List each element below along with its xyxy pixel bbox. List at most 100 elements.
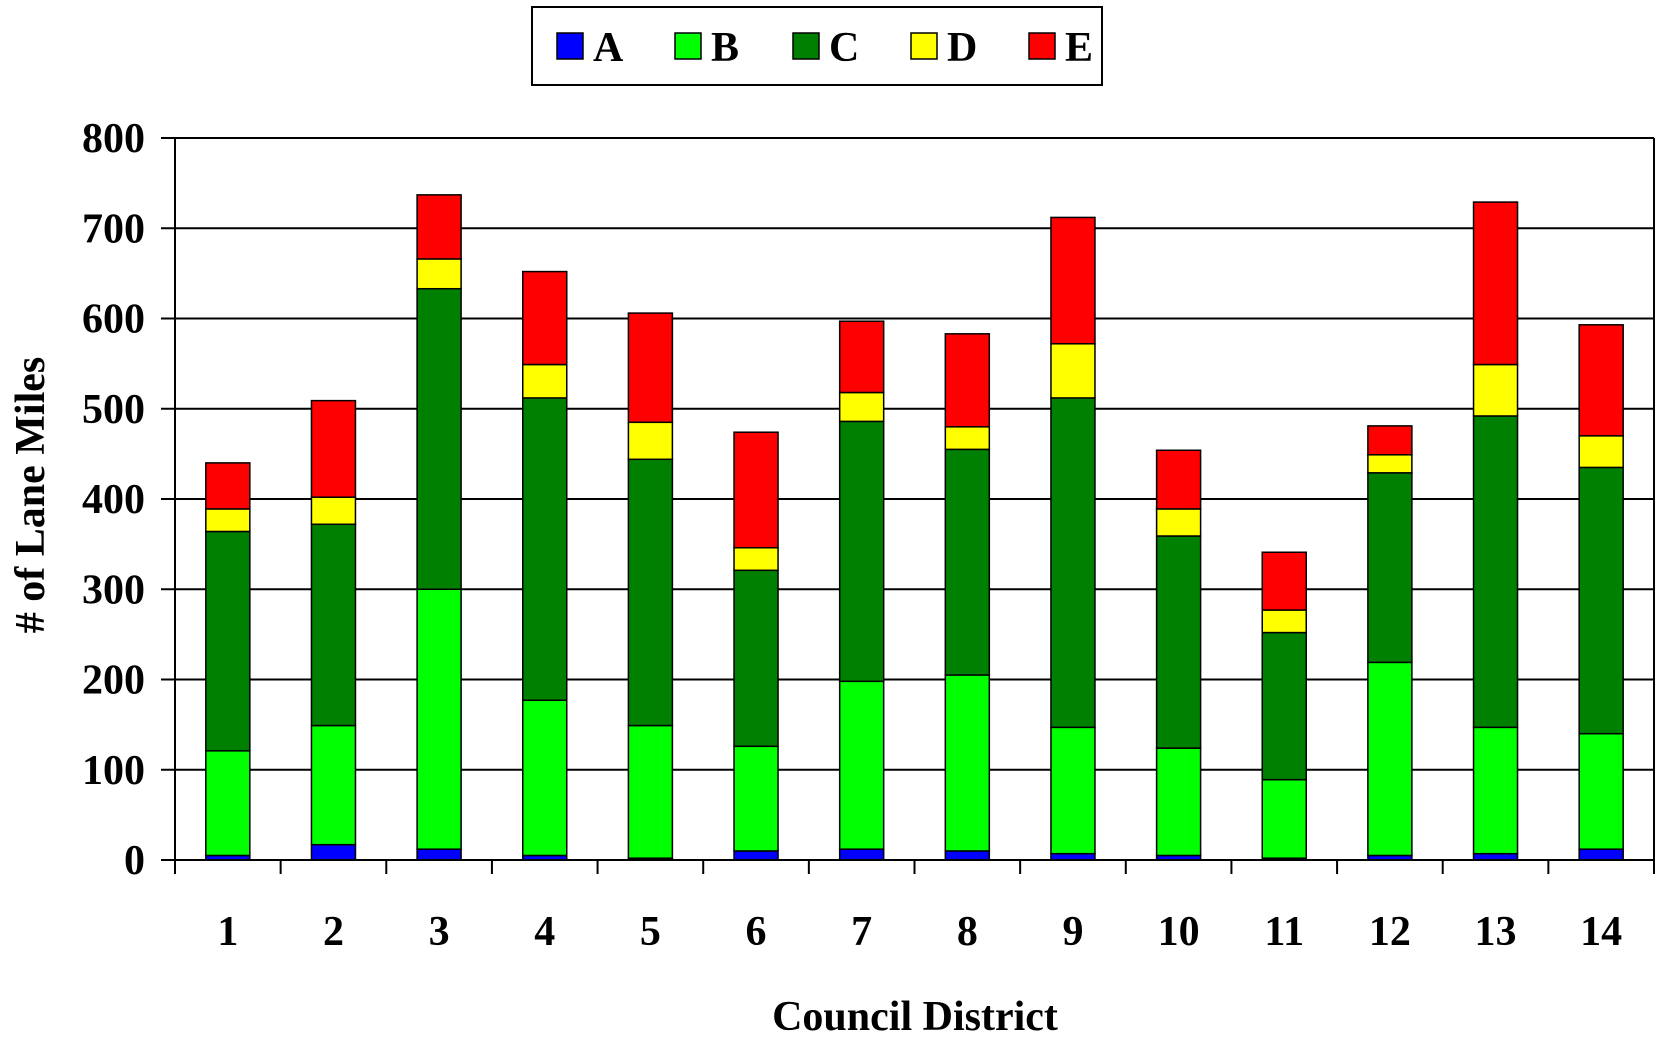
x-tick-labels: 1 2 3 4 5 6 7 8 9 10 11 12 13 14 [217,909,1622,955]
bar-A-district-2 [310,843,357,861]
x-tick-label: 2 [323,909,344,955]
bar-A-district-14 [1578,848,1624,861]
y-tick-label: 600 [82,297,145,343]
axes [161,137,1655,874]
legend: A B C D E [531,6,1103,86]
bar-E-district-11 [1261,551,1307,611]
bar-C-district-7 [838,420,885,683]
bar-C-district-11 [1261,631,1307,781]
bar-B-district-13 [1472,726,1519,855]
bar-B-district-12 [1367,661,1413,857]
legend-swatch-A [556,32,584,60]
bar-E-district-8 [944,333,991,428]
bar-B-district-5 [627,724,674,859]
bar-B-district-14 [1578,732,1624,850]
x-tick-label: 12 [1369,909,1411,955]
legend-swatch-E [1028,32,1056,60]
y-tick-label: 300 [82,567,145,613]
y-axis-label: # of Lane Miles [8,357,54,633]
bar-E-district-12 [1367,425,1413,456]
y-tick-label: 400 [82,477,145,523]
gridlines [175,137,1654,771]
bar-C-district-5 [627,458,674,727]
bar-B-district-3 [416,588,462,850]
bar-E-district-4 [522,270,568,366]
x-tick-label: 3 [429,909,450,955]
x-tick-label: 6 [746,909,767,955]
bar-A-district-6 [733,850,779,861]
bar-D-district-10 [1155,508,1202,537]
bar-D-district-11 [1261,609,1307,634]
legend-label: E [1065,25,1093,71]
bar-D-district-13 [1472,363,1519,417]
legend-swatch-B [674,32,702,60]
bar-D-district-9 [1050,343,1096,399]
bar-D-district-5 [627,421,674,461]
x-tick-label: 4 [534,909,555,955]
bar-E-district-9 [1050,216,1096,345]
bar-C-district-4 [522,397,568,702]
bar-C-district-8 [944,448,991,676]
bar-D-district-8 [944,426,991,451]
bar-C-district-13 [1472,415,1519,729]
bar-D-district-6 [733,546,779,572]
legend-label: C [829,25,859,71]
bar-C-district-14 [1578,466,1624,735]
bar-D-district-2 [310,496,357,526]
x-tick-label: 14 [1580,909,1622,955]
x-tick-label: 11 [1264,909,1304,955]
bar-B-district-6 [733,745,779,852]
legend-swatch-D [910,32,938,60]
bar-B-district-9 [1050,726,1096,855]
bar-B-district-7 [838,680,885,850]
bar-D-district-3 [416,258,462,290]
y-tick-labels: 0 100 200 300 400 500 600 700 800 [82,116,145,884]
bar-C-district-12 [1367,472,1413,664]
bar-E-district-6 [733,431,779,549]
bar-E-district-3 [416,194,462,260]
x-tick-label: 9 [1062,909,1083,955]
bar-D-district-4 [522,363,568,399]
bar-D-district-1 [205,508,251,533]
bar-E-district-13 [1472,201,1519,366]
bars [205,194,1624,861]
bar-C-district-10 [1155,535,1202,749]
legend-label: A [593,25,624,71]
x-tick-label: 1 [217,909,238,955]
bar-A-district-7 [838,848,885,861]
bar-C-district-1 [205,530,251,752]
y-tick-label: 200 [82,658,145,704]
bar-A-district-3 [416,848,462,861]
x-tick-label: 8 [957,909,978,955]
y-tick-label: 0 [124,838,145,884]
bar-B-district-4 [522,699,568,857]
bar-C-district-9 [1050,397,1096,729]
legend-swatch-C [792,32,820,60]
x-tick-label: 13 [1475,909,1517,955]
bar-B-district-2 [310,724,357,846]
bar-B-district-11 [1261,778,1307,859]
bar-E-district-1 [205,462,251,510]
y-tick-label: 100 [82,748,145,794]
legend-label: D [947,25,977,71]
bar-E-district-14 [1578,324,1624,437]
bar-B-district-1 [205,750,251,857]
y-tick-label: 700 [82,206,145,252]
bar-E-district-10 [1155,449,1202,510]
bar-A-district-8 [944,850,991,861]
bar-C-district-6 [733,569,779,748]
bar-E-district-2 [310,399,357,498]
x-tick-label: 10 [1158,909,1200,955]
bar-C-district-3 [416,287,462,590]
bar-D-district-7 [838,391,885,423]
legend-label: B [711,25,739,71]
x-axis-label: Council District [772,994,1058,1040]
bar-E-district-7 [838,320,885,394]
bar-B-district-8 [944,674,991,852]
bar-E-district-5 [627,312,674,424]
bar-B-district-10 [1155,747,1202,857]
x-tick-label: 5 [640,909,661,955]
y-tick-label: 800 [82,116,145,162]
